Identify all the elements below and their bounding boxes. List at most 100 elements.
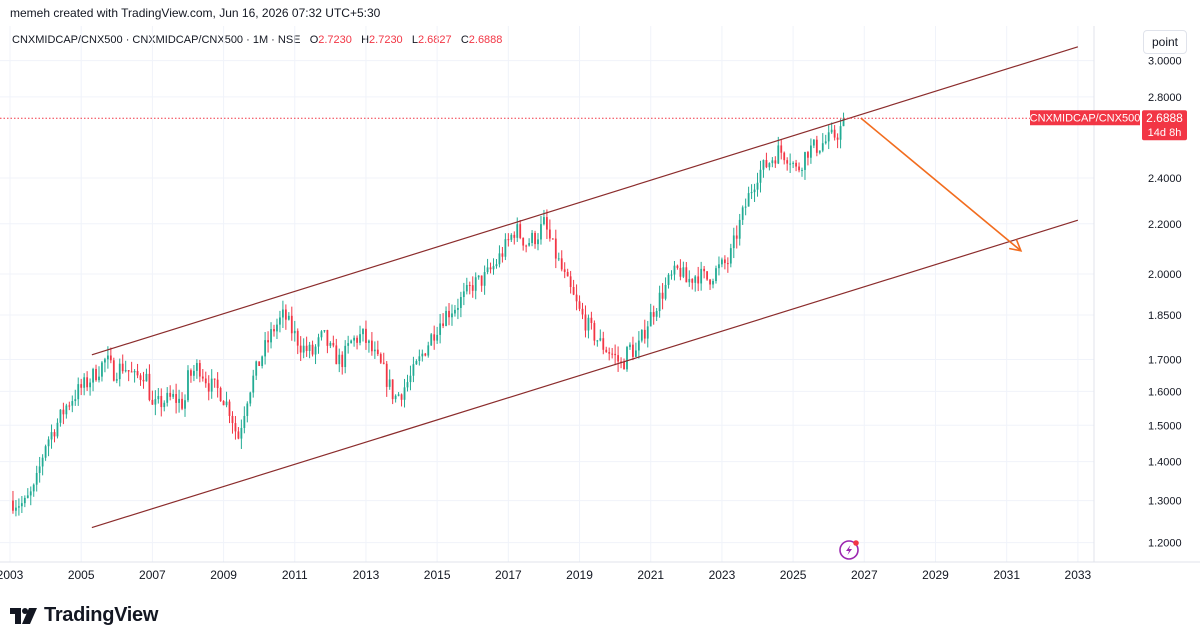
candle-body [344, 345, 347, 368]
candle-body [516, 224, 519, 238]
candle-body [513, 234, 516, 238]
candle-body [178, 398, 180, 403]
time-axis-label: 2017 [495, 568, 522, 582]
candle-body [335, 345, 338, 365]
candle-body [546, 217, 548, 230]
candle-body [637, 340, 640, 351]
candle-body [661, 292, 664, 299]
candle-body [270, 329, 272, 343]
candle-body [356, 337, 358, 343]
candle-body [163, 402, 166, 408]
candle-body [801, 169, 803, 171]
tradingview-brand: TradingView [44, 604, 159, 626]
chart-caption: memeh created with TradingView.com, Jun … [10, 6, 381, 20]
candle-body [732, 235, 735, 249]
candle-body [403, 387, 406, 400]
price-axis-label: 1.5000 [1148, 420, 1182, 432]
candle-body [184, 400, 186, 409]
candle-body [133, 371, 136, 373]
legend-close-label: C [460, 34, 469, 46]
time-axis-label: 2013 [353, 568, 380, 582]
candle-body [50, 432, 53, 440]
candle-body [572, 287, 575, 295]
candle-body [228, 401, 231, 416]
price-axis-label: 2.2000 [1148, 219, 1182, 231]
candle-body [812, 139, 815, 146]
candle-body [118, 363, 121, 380]
candle-body [483, 272, 486, 286]
candle-body [480, 275, 483, 286]
candle-body [578, 301, 581, 309]
time-axis-label: 2029 [922, 568, 949, 582]
candle-body [175, 394, 178, 403]
price-axis-label: 1.2000 [1148, 538, 1182, 550]
candle-body [181, 398, 183, 409]
candle-body [240, 427, 243, 439]
candle-body [237, 431, 240, 439]
candle-body [41, 457, 44, 467]
candle-body [353, 337, 355, 341]
time-axis-label: 2027 [851, 568, 878, 582]
time-axis-label: 2005 [68, 568, 95, 582]
last-price-value-bg [1142, 110, 1187, 141]
candle-body [614, 353, 617, 356]
candle-body [279, 317, 281, 325]
candle-body [430, 334, 433, 346]
candle-body [640, 329, 643, 341]
candle-body [519, 224, 522, 238]
time-axis[interactable]: 2003 2005 2007 2009 2011 2013 2015 2017 2019 2021… [0, 568, 1092, 582]
legend-close-value: 2.6888 [468, 34, 503, 46]
candle-body [101, 362, 103, 377]
candle-body [786, 160, 789, 164]
time-axis-label: 2011 [282, 568, 308, 582]
last-price-value: 2.6888 [1146, 111, 1183, 125]
candle-body [554, 238, 557, 259]
candle-body [652, 312, 655, 317]
candle-body [664, 284, 667, 299]
candle-body [234, 423, 237, 432]
lightning-icon[interactable] [839, 540, 859, 560]
last-price-symbol-bg [1030, 110, 1140, 126]
candle-body [667, 274, 670, 285]
candle-body [753, 189, 756, 193]
candle-body [718, 264, 720, 269]
candle-body [296, 330, 299, 346]
time-axis-label: 2023 [709, 568, 736, 582]
candles-layer [12, 112, 845, 517]
candle-body [145, 373, 148, 382]
candle-body [608, 352, 611, 354]
legend-low-label: L [411, 34, 418, 46]
candle-body [798, 166, 800, 171]
candle-body [415, 360, 418, 365]
candle-body [347, 343, 350, 346]
legend-title: CNXMIDCAP/CNX500 · CNXMIDCAP/CNX500 · 1M… [12, 34, 301, 46]
candle-body [602, 338, 605, 350]
time-axis-label: 2031 [993, 568, 1020, 582]
candle-body [388, 379, 391, 387]
candle-body [83, 377, 86, 388]
candle-body [655, 311, 658, 317]
candle-body [418, 356, 421, 361]
candle-body [23, 497, 26, 504]
price-scale-mode-button[interactable]: point [1143, 30, 1187, 54]
candle-body [457, 307, 459, 310]
candle-body [77, 384, 80, 400]
candle-body [569, 276, 572, 288]
candle-body [222, 401, 225, 406]
candle-body [433, 334, 436, 341]
candle-body [198, 363, 201, 377]
price-axis[interactable]: 3.0000 2.8000 2.4000 2.2000 2.0000 1.8500 1.70… [1148, 56, 1182, 550]
candle-body [765, 160, 768, 168]
channel-trendline [91, 219, 1079, 529]
price-chart[interactable]: 3.0000 2.8000 2.4000 2.2000 2.0000 1.8500 1.70… [0, 26, 1200, 596]
candle-body [682, 267, 685, 277]
tradingview-logo[interactable]: TradingView [10, 604, 158, 627]
candle-body [557, 258, 560, 260]
candle-body [243, 415, 246, 428]
candle-body [643, 329, 646, 339]
price-axis-label: 1.6000 [1148, 386, 1182, 398]
candle-body [774, 160, 777, 164]
candle-body [127, 370, 130, 372]
candle-body [409, 375, 412, 383]
candle-body [29, 491, 32, 496]
